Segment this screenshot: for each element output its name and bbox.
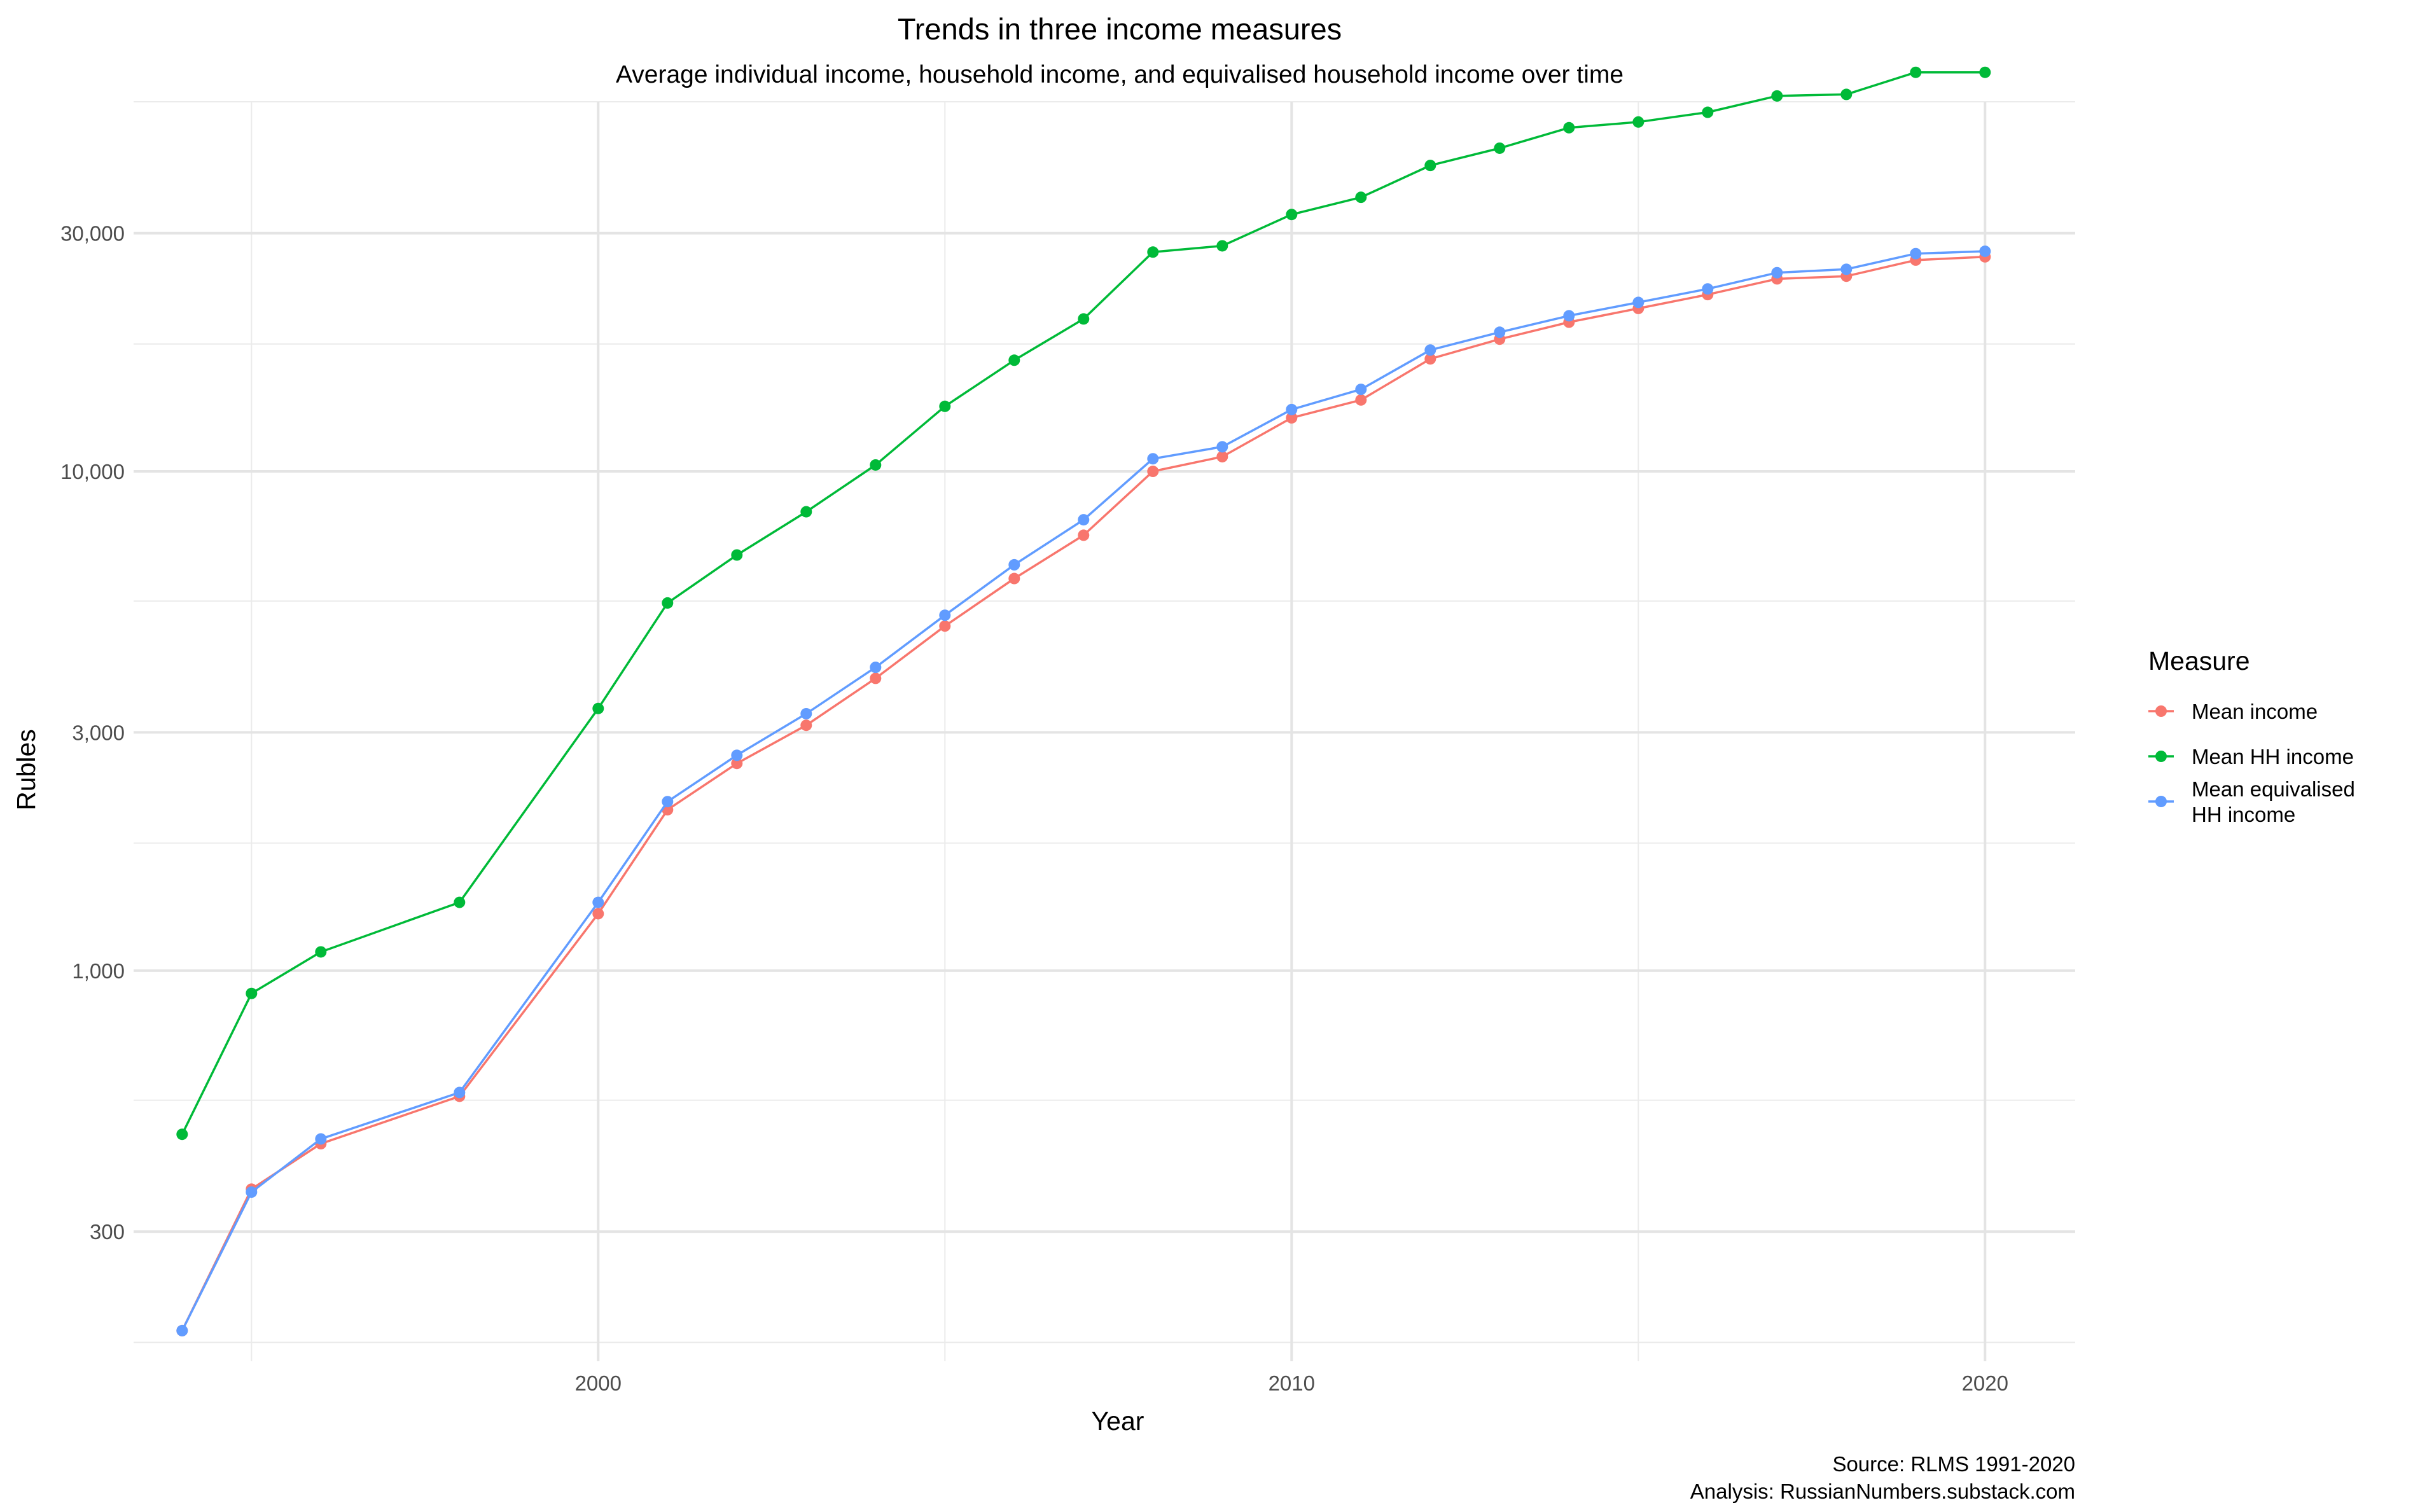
grid-layer: [134, 101, 2075, 1361]
legend-item: Mean income: [2148, 700, 2318, 723]
data-point: [1771, 267, 1783, 279]
y-tick-label: 10,000: [60, 460, 125, 483]
legend-key-point: [2155, 796, 2167, 807]
legend-label-line: Mean income: [2192, 700, 2318, 723]
data-point: [870, 662, 882, 674]
data-point: [939, 400, 951, 412]
legend-key-point: [2155, 705, 2167, 717]
data-point: [1563, 310, 1575, 322]
data-point: [1147, 246, 1159, 258]
data-point: [1355, 394, 1367, 406]
data-point: [1078, 313, 1090, 325]
data-point: [315, 946, 327, 958]
data-point: [1840, 263, 1853, 275]
series-mean-hh-income: [176, 66, 1991, 1141]
legend-item: Mean equivalised HH income: [2148, 777, 2355, 826]
data-point: [1147, 466, 1159, 478]
legend-label: Mean income: [2192, 700, 2318, 723]
data-point: [800, 708, 812, 720]
data-point: [1355, 384, 1367, 396]
data-point: [592, 896, 604, 908]
data-point: [592, 908, 604, 920]
data-point: [1910, 247, 1922, 260]
legend-item: Mean HH income: [2148, 745, 2354, 768]
data-point: [662, 796, 674, 808]
data-point: [1632, 296, 1645, 309]
data-point: [1286, 412, 1298, 424]
data-point: [1702, 283, 1714, 295]
data-point: [1286, 403, 1298, 415]
y-tick-label: 30,000: [60, 222, 125, 246]
data-point: [731, 749, 743, 761]
series-layer: [176, 66, 1991, 1336]
legend-label-line: HH income: [2192, 803, 2295, 826]
data-point: [1078, 514, 1090, 526]
y-tick-label: 1,000: [72, 959, 125, 983]
legend-label-line: Mean HH income: [2192, 745, 2354, 768]
legend-label-line: Mean equivalised: [2192, 777, 2355, 801]
data-point: [731, 549, 743, 561]
data-point: [246, 987, 258, 999]
data-point: [1078, 529, 1090, 541]
legend-key-point: [2155, 751, 2167, 762]
data-point: [1355, 191, 1367, 204]
data-point: [800, 506, 812, 518]
data-point: [1286, 209, 1298, 221]
data-point: [1424, 344, 1436, 356]
data-point: [1494, 142, 1506, 154]
data-point: [939, 620, 951, 632]
data-point: [1008, 558, 1020, 571]
data-point: [1632, 116, 1645, 128]
x-tick-label: 2000: [575, 1371, 622, 1395]
data-point: [1494, 326, 1506, 338]
data-point: [246, 1186, 258, 1198]
legend-title: Measure: [2148, 646, 2250, 676]
data-point: [454, 896, 466, 908]
data-point: [1216, 441, 1228, 453]
legend: Measure Mean income Mean HH income Mean eq…: [2148, 646, 2355, 826]
x-tick-label: 2020: [1962, 1371, 2008, 1395]
data-point: [731, 758, 743, 770]
data-point: [1979, 246, 1991, 258]
data-point: [315, 1133, 327, 1145]
axis-layer: 300 1,000 3,000 10,000 30,000 2000 2010 2020: [60, 222, 2008, 1395]
data-point: [1910, 66, 1922, 78]
data-point: [1702, 106, 1714, 118]
data-point: [1424, 353, 1436, 365]
data-point: [1147, 453, 1159, 465]
data-point: [939, 609, 951, 621]
chart-title: Trends in three income measures: [898, 12, 1342, 46]
data-point: [1979, 66, 1991, 78]
data-point: [1424, 160, 1436, 172]
data-point: [1840, 88, 1853, 101]
data-point: [1008, 572, 1020, 585]
chart-subtitle: Average individual income, household inc…: [616, 61, 1624, 88]
legend-label: Mean equivalised HH income: [2192, 777, 2355, 826]
data-point: [1563, 121, 1575, 134]
legend-label: Mean HH income: [2192, 745, 2354, 768]
data-point: [870, 459, 882, 471]
series-mean-equivalised-hh-income: [176, 246, 1991, 1336]
data-point: [1216, 450, 1228, 462]
data-point: [1216, 240, 1228, 252]
data-point: [662, 597, 674, 609]
data-point: [800, 719, 812, 732]
data-point: [454, 1086, 466, 1099]
data-point: [592, 702, 604, 714]
data-point: [870, 672, 882, 684]
data-point: [1771, 90, 1783, 102]
data-point: [176, 1324, 188, 1336]
y-tick-label: 300: [90, 1220, 125, 1244]
data-point: [1008, 354, 1020, 366]
x-axis-label: Year: [1092, 1406, 1144, 1436]
x-tick-label: 2010: [1269, 1371, 1315, 1395]
y-tick-label: 3,000: [72, 721, 125, 744]
caption-source: Source: RLMS 1991-2020: [1832, 1452, 2075, 1476]
caption-analysis: Analysis: RussianNumbers.substack.com: [1690, 1480, 2075, 1503]
y-axis-label: Rubles: [11, 729, 41, 810]
data-point: [176, 1128, 188, 1141]
